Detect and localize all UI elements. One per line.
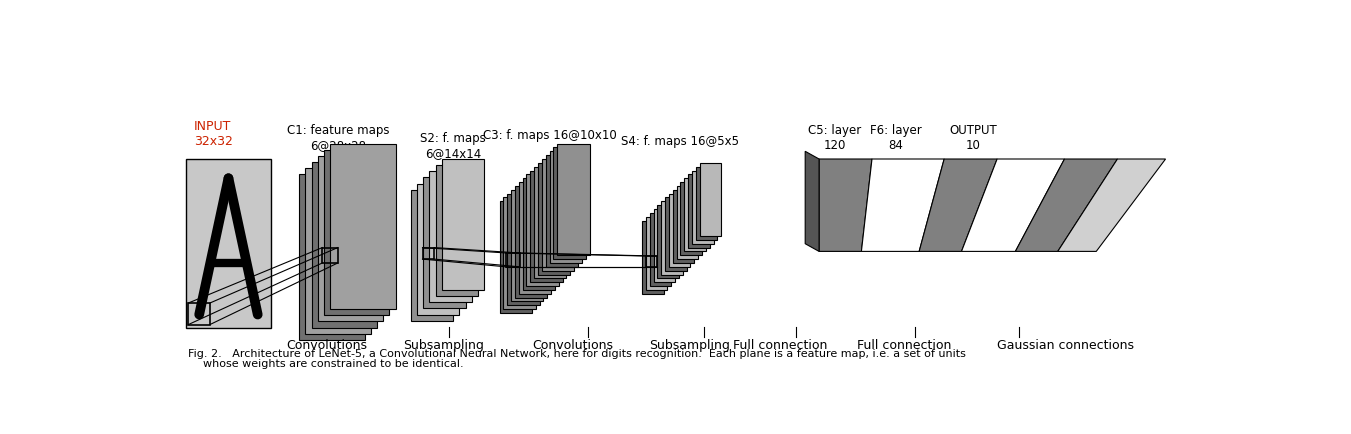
Bar (661, 202, 682, 275)
Bar (324, 151, 389, 316)
Text: S2: f. maps
6@14x14: S2: f. maps 6@14x14 (420, 132, 486, 160)
Polygon shape (819, 160, 871, 252)
Bar (531, 171, 562, 283)
Bar (554, 148, 586, 260)
Bar (519, 183, 551, 294)
Bar (685, 179, 705, 252)
Bar (696, 168, 717, 240)
Bar (411, 191, 454, 321)
Text: Subsampling: Subsampling (403, 339, 484, 352)
Bar (642, 221, 663, 294)
Text: Convolutions: Convolutions (532, 339, 613, 352)
Bar (500, 202, 532, 313)
Text: Fig. 2.   Architecture of LeNet-5, a Convolutional Neural Network, here for digi: Fig. 2. Architecture of LeNet-5, a Convo… (188, 348, 966, 358)
Text: Convolutions: Convolutions (286, 339, 366, 352)
Bar (323, 248, 338, 263)
Text: whose weights are constrained to be identical.: whose weights are constrained to be iden… (203, 358, 463, 368)
Bar (317, 157, 384, 322)
Polygon shape (805, 152, 819, 252)
Bar (700, 164, 721, 237)
Polygon shape (962, 160, 1065, 252)
Bar (312, 163, 377, 328)
Bar (430, 172, 471, 302)
Bar (669, 194, 690, 267)
Bar (534, 168, 566, 279)
Text: Full connection: Full connection (734, 339, 828, 352)
Bar (692, 171, 713, 244)
Text: Full connection: Full connection (857, 339, 951, 352)
Bar (186, 160, 270, 329)
Bar (673, 191, 694, 263)
Bar (527, 175, 559, 286)
Bar (523, 179, 555, 290)
Bar (681, 183, 703, 256)
Polygon shape (1016, 160, 1117, 252)
Text: C5: layer
120: C5: layer 120 (808, 124, 861, 152)
Text: F6: layer
84: F6: layer 84 (870, 124, 921, 152)
Bar (188, 303, 209, 325)
Bar (688, 175, 709, 248)
Bar (511, 191, 543, 302)
Bar (658, 206, 680, 279)
Bar (515, 187, 547, 298)
Bar (557, 144, 589, 256)
Bar (504, 198, 536, 309)
Text: OUTPUT
10: OUTPUT 10 (950, 124, 997, 152)
Bar (654, 210, 676, 283)
Text: Gaussian connections: Gaussian connections (997, 339, 1133, 352)
Bar (677, 187, 698, 260)
Text: C3: f. maps 16@10x10: C3: f. maps 16@10x10 (482, 129, 616, 142)
Polygon shape (919, 160, 997, 252)
Bar (300, 175, 365, 340)
Text: INPUT
32x32: INPUT 32x32 (193, 120, 232, 148)
Polygon shape (862, 160, 944, 252)
Bar (417, 184, 459, 315)
Bar (538, 164, 570, 275)
Bar (442, 160, 484, 290)
Polygon shape (1058, 160, 1166, 252)
Bar (330, 144, 396, 309)
Bar (650, 214, 671, 286)
Bar (646, 256, 657, 267)
Text: C1: feature maps
6@28x28: C1: feature maps 6@28x28 (286, 124, 389, 152)
Bar (550, 152, 582, 263)
Text: S4: f. maps 16@5x5: S4: f. maps 16@5x5 (621, 135, 739, 148)
Text: Subsampling: Subsampling (650, 339, 730, 352)
Bar (646, 217, 667, 290)
Bar (505, 253, 520, 267)
Bar (542, 160, 574, 271)
Bar (305, 169, 372, 334)
Bar (423, 248, 434, 260)
Bar (546, 156, 578, 267)
Bar (665, 198, 686, 271)
Bar (423, 178, 466, 309)
Bar (507, 194, 539, 306)
Bar (435, 166, 478, 296)
